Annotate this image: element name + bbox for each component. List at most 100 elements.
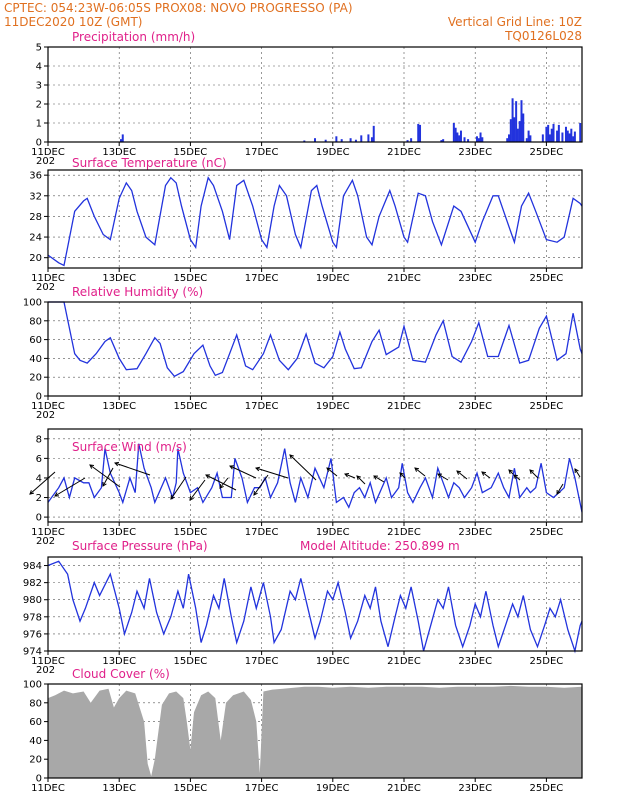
precip-bar — [548, 134, 551, 142]
wind-arrow — [253, 474, 269, 496]
precip-bar — [372, 125, 375, 142]
x-tick-label: 21DEC — [387, 783, 421, 794]
precip-bar — [442, 139, 445, 142]
wind-arrow-head — [189, 495, 194, 501]
precip-bar — [545, 126, 548, 142]
wind-arrow-head — [219, 483, 224, 489]
precip-bar — [522, 113, 525, 142]
plot-frame — [47, 683, 583, 779]
y-tick-label: 6 — [36, 454, 42, 465]
precip-bar — [572, 136, 575, 142]
precip-bar — [452, 123, 455, 142]
precip-bar — [324, 139, 327, 142]
x-tick-label: 25DEC — [530, 273, 564, 284]
wind-arrow — [529, 469, 539, 479]
x-tick-label: 13DEC — [102, 273, 136, 284]
wind-arrow — [414, 467, 426, 477]
wind-arrow-head — [456, 470, 462, 475]
y-tick-label: 974 — [23, 647, 42, 658]
precip-bar — [570, 128, 573, 142]
y-tick-label: 0 — [36, 138, 42, 149]
x-tick-label: 23DEC — [458, 783, 492, 794]
panel-title: Cloud Cover (%) — [72, 667, 170, 681]
precip-bar — [529, 135, 532, 142]
wind-arrow-head — [54, 492, 60, 497]
precip-bar — [454, 127, 457, 142]
x-tick-label: 15DEC — [174, 401, 208, 412]
wind-arrow-head — [29, 490, 35, 495]
wind-arrow — [29, 471, 56, 495]
precip-bar — [541, 134, 544, 142]
x-tick-label: 25DEC — [530, 147, 564, 158]
wind-arrow — [219, 477, 229, 489]
y-tick-label: 24 — [29, 233, 42, 244]
y-tick-label: 976 — [23, 629, 42, 640]
x-tick-label: 21DEC — [387, 147, 421, 158]
wind-arrow — [326, 467, 338, 477]
x-tick-label: 25DEC — [530, 527, 564, 538]
precip-bar — [340, 139, 343, 142]
precip-bar — [516, 128, 519, 142]
y-tick-label: 4 — [36, 473, 42, 484]
plot-frame — [47, 169, 583, 269]
y-tick-label: 984 — [23, 561, 42, 572]
wind-arrow-head — [253, 490, 258, 496]
wind-series-line — [47, 443, 583, 513]
wind-arrow — [54, 477, 86, 497]
x-tick-label: 13DEC — [102, 783, 136, 794]
y-tick-label: 80 — [29, 316, 42, 327]
precip-bar — [463, 137, 466, 142]
wind-arrow — [114, 462, 151, 476]
x-tick-label: 11DEC — [31, 401, 65, 412]
y-tick-label: 0 — [36, 513, 42, 524]
wind-arrow-head — [229, 465, 235, 470]
precip-bar — [511, 98, 514, 142]
wind-arrow-head — [574, 468, 579, 474]
x-tick-label: 23DEC — [458, 401, 492, 412]
y-tick-label: 36 — [29, 171, 42, 182]
x-tick-label: 15DEC — [174, 656, 208, 667]
x-tick-label: 23DEC — [458, 656, 492, 667]
y-tick-label: 28 — [29, 212, 42, 223]
x-tick-label: 17DEC — [245, 147, 279, 158]
x-year-label: 202 — [36, 536, 55, 547]
y-tick-label: 20 — [29, 373, 42, 384]
plot-frame — [47, 428, 583, 523]
x-tick-label: 19DEC — [316, 656, 350, 667]
precip-bar — [335, 136, 338, 142]
precip-bar — [440, 140, 443, 142]
precip-bar — [515, 101, 518, 142]
header-model: TQ0126L028 — [504, 29, 582, 43]
wind-arrow — [356, 475, 366, 485]
panel-title: Precipitation (mm/h) — [72, 30, 195, 44]
x-tick-label: 19DEC — [316, 273, 350, 284]
precip-bar — [568, 133, 571, 142]
wind-arrow — [456, 470, 468, 480]
panel-title: Relative Humidity (%) — [72, 285, 203, 299]
precip-bar — [349, 138, 352, 142]
wind-arrow-head — [513, 474, 519, 479]
panels: 0 1 2 3 4 5 11DEC 13DEC 15DEC 17DEC 19DEC 21DEC 23DE… — [23, 30, 583, 794]
precip-bar — [579, 123, 582, 142]
y-tick-label: 1 — [36, 119, 42, 130]
precip-bar — [566, 130, 569, 142]
y-tick-label: 2 — [36, 100, 42, 111]
y-tick-label: 980 — [23, 595, 42, 606]
wind-arrow — [481, 471, 491, 479]
x-tick-label: 15DEC — [174, 273, 208, 284]
precip-bar — [557, 124, 560, 142]
precip-bar — [121, 134, 124, 142]
x-tick-label: 23DEC — [458, 147, 492, 158]
x-tick-label: 25DEC — [530, 401, 564, 412]
x-year-label: 202 — [36, 282, 55, 293]
x-tick-label: 13DEC — [102, 656, 136, 667]
y-tick-label: 60 — [29, 335, 42, 346]
precip-bar — [360, 135, 363, 142]
precip-bar — [477, 138, 480, 142]
precip-bar — [520, 100, 523, 142]
wind-arrow-head — [205, 474, 211, 479]
temp-series-line — [47, 176, 583, 267]
wind-arrow-head — [114, 461, 120, 467]
x-tick-label: 21DEC — [387, 273, 421, 284]
